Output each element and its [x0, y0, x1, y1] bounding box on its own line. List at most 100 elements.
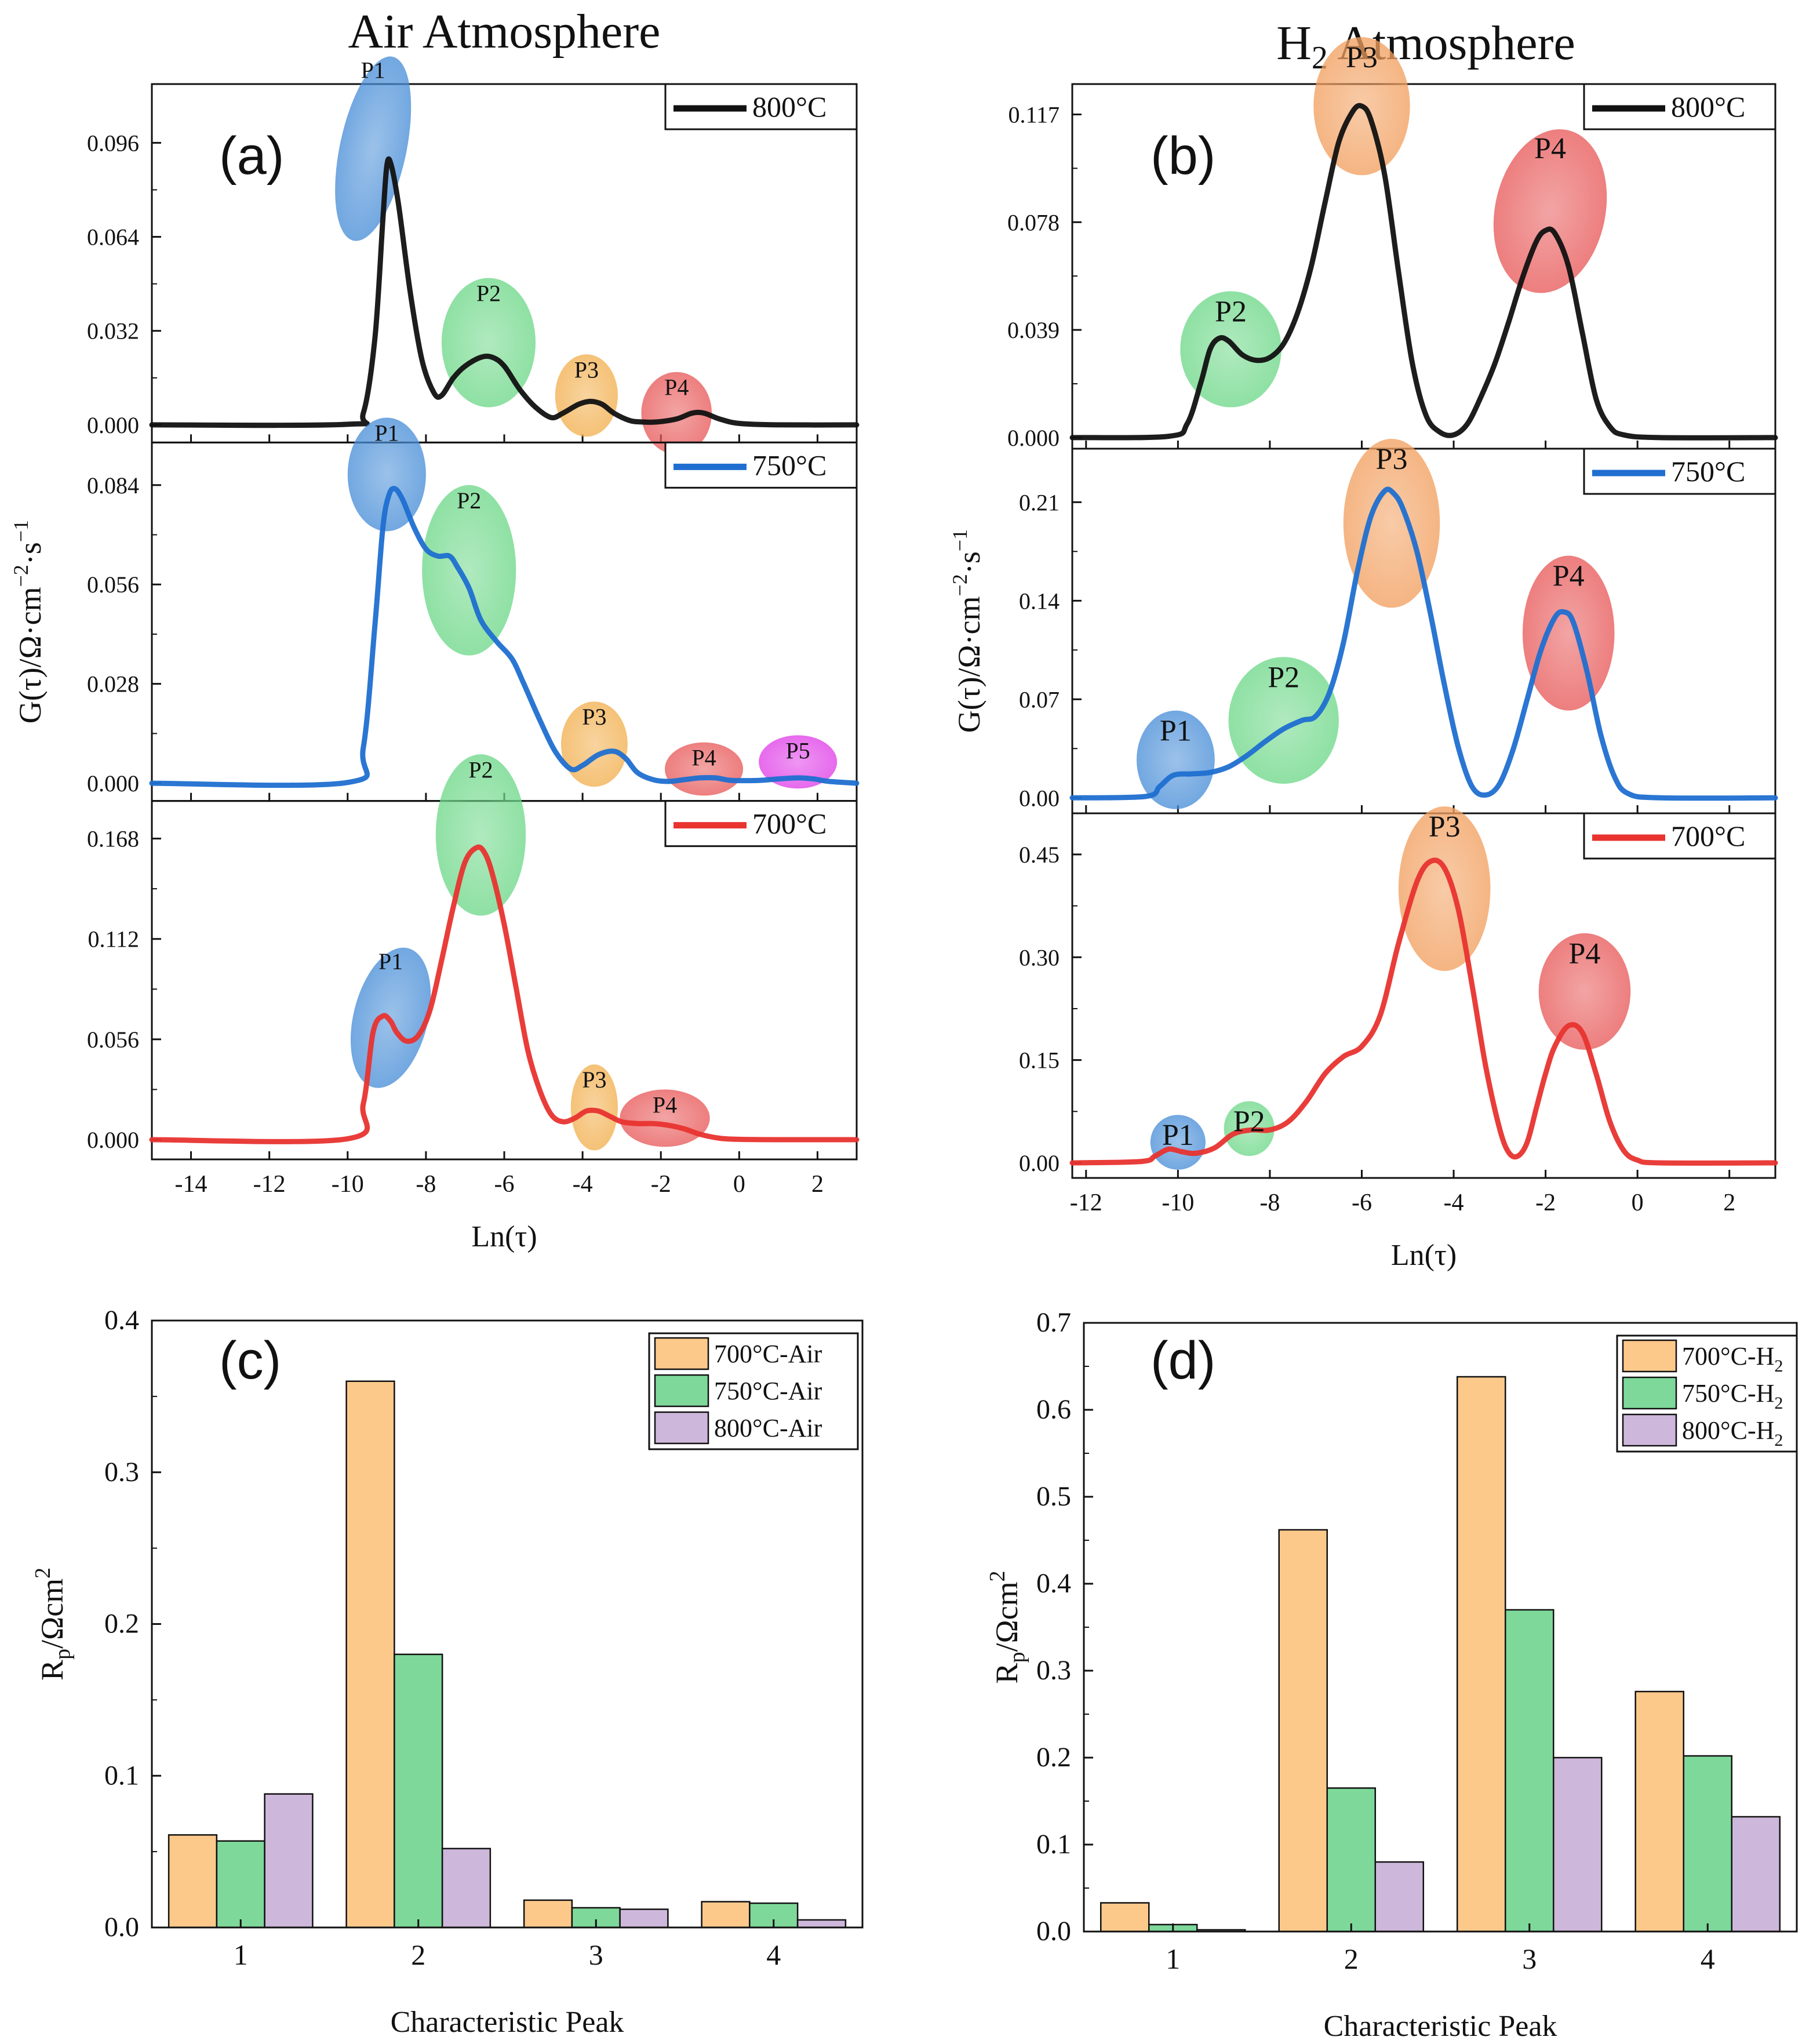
- y-tick-label: 0.000: [87, 412, 139, 438]
- x-tick-label: 2: [1723, 1190, 1735, 1216]
- legend-subscript: 2: [1774, 1356, 1783, 1376]
- peak-label-p2: P2: [1215, 295, 1247, 328]
- peak-ellipse-p1: [335, 56, 412, 241]
- y-axis-label: G(τ)/Ω·cm−2·s−1: [9, 520, 48, 723]
- y-tick-label: 0.000: [87, 1127, 139, 1153]
- y-tick-label: 0.084: [87, 472, 139, 499]
- legend-label: 800°C-Air: [714, 1414, 822, 1442]
- peak-label-p1: P1: [1160, 715, 1192, 748]
- legend-label: 750°C: [752, 449, 827, 481]
- peak-ellipse-p2: [422, 485, 516, 656]
- y-tick-label: 0.096: [87, 130, 139, 156]
- peak-label-p5: P5: [786, 737, 810, 763]
- y-axis-superscript: 2: [985, 1570, 1010, 1581]
- peak-ellipse-p5: [759, 735, 838, 789]
- bar-800-air-peak4: [796, 1919, 847, 1929]
- y-tick-label: 0.45: [1019, 842, 1060, 868]
- plot-frame: [1083, 1322, 1798, 1933]
- peak-label-p2: P2: [476, 281, 501, 307]
- x-tick-label: 4: [1701, 1943, 1715, 1975]
- y-axis-unit: /Ωcm: [35, 1579, 70, 1649]
- x-axis-label: Ln(τ): [471, 1220, 537, 1253]
- y-tick-label: 0.039: [1007, 317, 1060, 343]
- bar-700-air-peak3: [523, 1899, 573, 1929]
- drt-curve-750c: [1069, 486, 1778, 801]
- y-axis-label: G(τ)/Ω·cm−2·s−1: [948, 529, 986, 733]
- y-tick-label: 0.00: [1019, 785, 1060, 811]
- legend-swatch: [654, 1411, 709, 1445]
- peak-ellipse-p4: [664, 742, 744, 796]
- peak-label-p3: P3: [574, 357, 599, 383]
- peak-ellipse-p4: [641, 372, 712, 454]
- peak-label-p3: P3: [1429, 810, 1461, 843]
- y-tick-label: 0.4: [1036, 1568, 1071, 1599]
- x-tick-label: -8: [416, 1171, 436, 1198]
- y-tick-label: 0.056: [87, 1027, 139, 1053]
- peak-label-p1: P1: [361, 57, 385, 83]
- x-tick-label: -2: [651, 1171, 671, 1198]
- bar-750-h-peak3: [1504, 1609, 1554, 1933]
- x-tick-label: 2: [1344, 1943, 1359, 1975]
- drt-curve-700c: [1069, 857, 1778, 1166]
- legend-subscript: 2: [1774, 1431, 1783, 1450]
- x-tick-label: 0: [1632, 1190, 1644, 1216]
- x-tick-label: -12: [253, 1171, 286, 1198]
- legend-label: 700°C-Air: [714, 1340, 822, 1368]
- legend-label: 750°C: [1671, 455, 1745, 488]
- bar-700-h-peak3: [1456, 1376, 1506, 1933]
- x-axis-label: Characteristic Peak: [1324, 2010, 1557, 2043]
- y-tick-label: 0.15: [1019, 1048, 1060, 1074]
- x-tick-label: -4: [1444, 1190, 1464, 1216]
- y-axis-label: Rp/Ωcm2: [985, 1570, 1029, 1683]
- y-axis-unit: /Ωcm: [989, 1581, 1024, 1652]
- bar-750-h-peak4: [1683, 1755, 1733, 1933]
- bar-750-air-peak1: [216, 1840, 265, 1929]
- panel-letter: (b): [1151, 126, 1215, 186]
- panel-letter: (a): [219, 126, 284, 186]
- y-axis-unit: ·s: [952, 551, 986, 574]
- title-h-part: H: [1276, 16, 1312, 70]
- bar-700-air-peak4: [701, 1901, 751, 1929]
- y-tick-label: 0.032: [87, 318, 139, 344]
- subplot-750c: 0.000 0.028 0.056 0.084 P1 P2 P3 P4 P5 750°C: [87, 417, 860, 802]
- bar-800-h-peak3: [1553, 1756, 1603, 1933]
- y-axis-superscript: −2: [948, 574, 971, 596]
- bar-700-air-peak1: [168, 1834, 218, 1929]
- x-tick-label: -6: [1352, 1190, 1372, 1216]
- peak-label-p4: P4: [1569, 937, 1601, 970]
- legend-label: 750°C-Air: [714, 1377, 822, 1405]
- x-tick-label: 2: [811, 1171, 824, 1198]
- x-tick-label: -8: [1259, 1190, 1280, 1216]
- y-axis-superscript: −1: [948, 529, 971, 551]
- x-tick-label: -10: [1162, 1190, 1194, 1216]
- peak-ellipse-p3: [1343, 439, 1440, 608]
- bar-750-air-peak2: [394, 1653, 443, 1929]
- legend-swatch: [654, 1374, 709, 1407]
- y-tick-label: 0.00: [1019, 1150, 1060, 1176]
- y-tick-label: 0.064: [87, 224, 139, 250]
- y-tick-label: 0.056: [87, 572, 139, 598]
- y-tick-label: 0.4: [104, 1305, 139, 1336]
- title-h2-atmosphere: H2 Atmosphere: [1276, 16, 1575, 76]
- y-tick-label: 0.1: [1036, 1829, 1071, 1860]
- x-tick-label: -2: [1535, 1190, 1556, 1216]
- y-tick-label: 0.000: [87, 770, 139, 796]
- y-tick-label: 0.168: [87, 826, 139, 852]
- peak-label-p2: P2: [457, 488, 481, 514]
- peak-label-p4: P4: [653, 1092, 677, 1118]
- y-tick-label: 0.1: [104, 1760, 139, 1791]
- legend-label: 700°C: [752, 808, 827, 840]
- title-air-atmosphere: Air Atmosphere: [348, 5, 661, 59]
- x-tick-label: -10: [332, 1171, 364, 1198]
- y-axis-superscript: −1: [9, 520, 32, 542]
- x-tick-label: 0: [733, 1171, 745, 1198]
- peak-label-p4: P4: [664, 374, 689, 401]
- bar-800-air-peak3: [619, 1908, 669, 1929]
- peak-ellipse-p3: [570, 1064, 618, 1151]
- y-tick-label: 0.3: [1036, 1655, 1071, 1686]
- peak-label-p1: P1: [1162, 1119, 1194, 1152]
- peak-label-p2: P2: [1268, 661, 1299, 694]
- y-tick-label: 0.112: [88, 926, 139, 952]
